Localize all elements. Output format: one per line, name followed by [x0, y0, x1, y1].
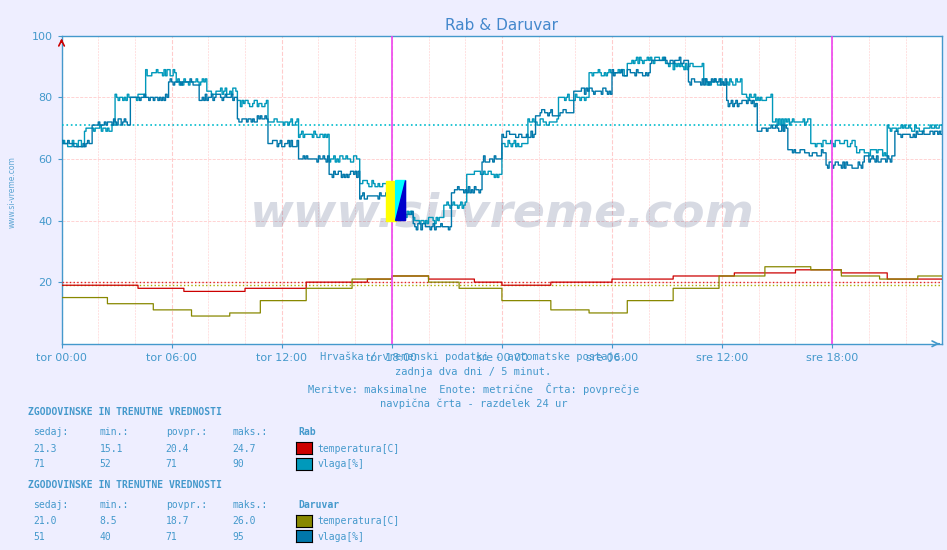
- Text: temperatura[C]: temperatura[C]: [317, 443, 400, 454]
- Text: 8.5: 8.5: [99, 516, 117, 526]
- Text: 18.7: 18.7: [166, 516, 189, 526]
- Text: min.:: min.:: [99, 499, 129, 510]
- Text: ZGODOVINSKE IN TRENUTNE VREDNOSTI: ZGODOVINSKE IN TRENUTNE VREDNOSTI: [28, 407, 223, 417]
- Text: 20.4: 20.4: [166, 443, 189, 454]
- Text: 90: 90: [232, 459, 243, 469]
- Text: 24.7: 24.7: [232, 443, 256, 454]
- Text: www.si-vreme.com: www.si-vreme.com: [249, 192, 755, 237]
- Text: Hrvaška / vremenski podatki - avtomatske postaje.: Hrvaška / vremenski podatki - avtomatske…: [320, 352, 627, 362]
- Text: Meritve: maksimalne  Enote: metrične  Črta: povprečje: Meritve: maksimalne Enote: metrične Črta…: [308, 383, 639, 395]
- Text: vlaga[%]: vlaga[%]: [317, 459, 365, 469]
- Text: Rab: Rab: [298, 427, 316, 437]
- Text: vlaga[%]: vlaga[%]: [317, 531, 365, 542]
- Text: povpr.:: povpr.:: [166, 499, 206, 510]
- Text: 15.1: 15.1: [99, 443, 123, 454]
- Text: navpična črta - razdelek 24 ur: navpična črta - razdelek 24 ur: [380, 398, 567, 409]
- Text: zadnja dva dni / 5 minut.: zadnja dva dni / 5 minut.: [396, 367, 551, 377]
- Polygon shape: [396, 180, 405, 221]
- Text: 71: 71: [33, 459, 45, 469]
- Text: min.:: min.:: [99, 427, 129, 437]
- Text: maks.:: maks.:: [232, 499, 267, 510]
- Text: 71: 71: [166, 531, 177, 542]
- Text: 71: 71: [166, 459, 177, 469]
- Text: povpr.:: povpr.:: [166, 427, 206, 437]
- Text: temperatura[C]: temperatura[C]: [317, 516, 400, 526]
- Text: sedaj:: sedaj:: [33, 499, 68, 510]
- Text: 40: 40: [99, 531, 111, 542]
- Text: 51: 51: [33, 531, 45, 542]
- Title: Rab & Daruvar: Rab & Daruvar: [445, 18, 559, 33]
- Bar: [385, 180, 396, 221]
- Text: ZGODOVINSKE IN TRENUTNE VREDNOSTI: ZGODOVINSKE IN TRENUTNE VREDNOSTI: [28, 480, 223, 490]
- Text: 52: 52: [99, 459, 111, 469]
- Text: 95: 95: [232, 531, 243, 542]
- Text: sedaj:: sedaj:: [33, 427, 68, 437]
- Text: 26.0: 26.0: [232, 516, 256, 526]
- Text: www.si-vreme.com: www.si-vreme.com: [8, 157, 17, 228]
- Text: 21.3: 21.3: [33, 443, 57, 454]
- Text: maks.:: maks.:: [232, 427, 267, 437]
- Polygon shape: [396, 180, 405, 221]
- Text: Daruvar: Daruvar: [298, 499, 339, 510]
- Text: 21.0: 21.0: [33, 516, 57, 526]
